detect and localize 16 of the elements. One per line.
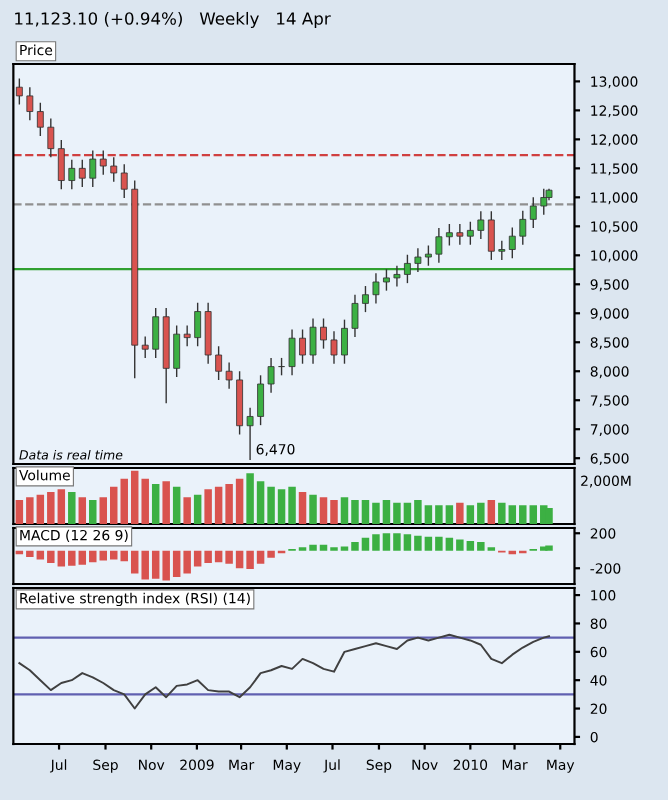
bar [162, 481, 170, 524]
bar [193, 494, 202, 524]
bar [298, 492, 307, 524]
bar [183, 497, 191, 524]
bar [309, 494, 317, 524]
bar [545, 508, 553, 524]
bar [68, 492, 76, 524]
bar [151, 484, 160, 524]
bar [545, 545, 553, 551]
line-series [18, 633, 550, 710]
bar [78, 497, 87, 524]
bar [487, 500, 496, 524]
bar [89, 500, 97, 524]
chart-title: 11,123.10 (+0.94%) Weekly 14 Apr [15, 11, 331, 29]
bar [172, 486, 181, 524]
bar [456, 502, 464, 524]
